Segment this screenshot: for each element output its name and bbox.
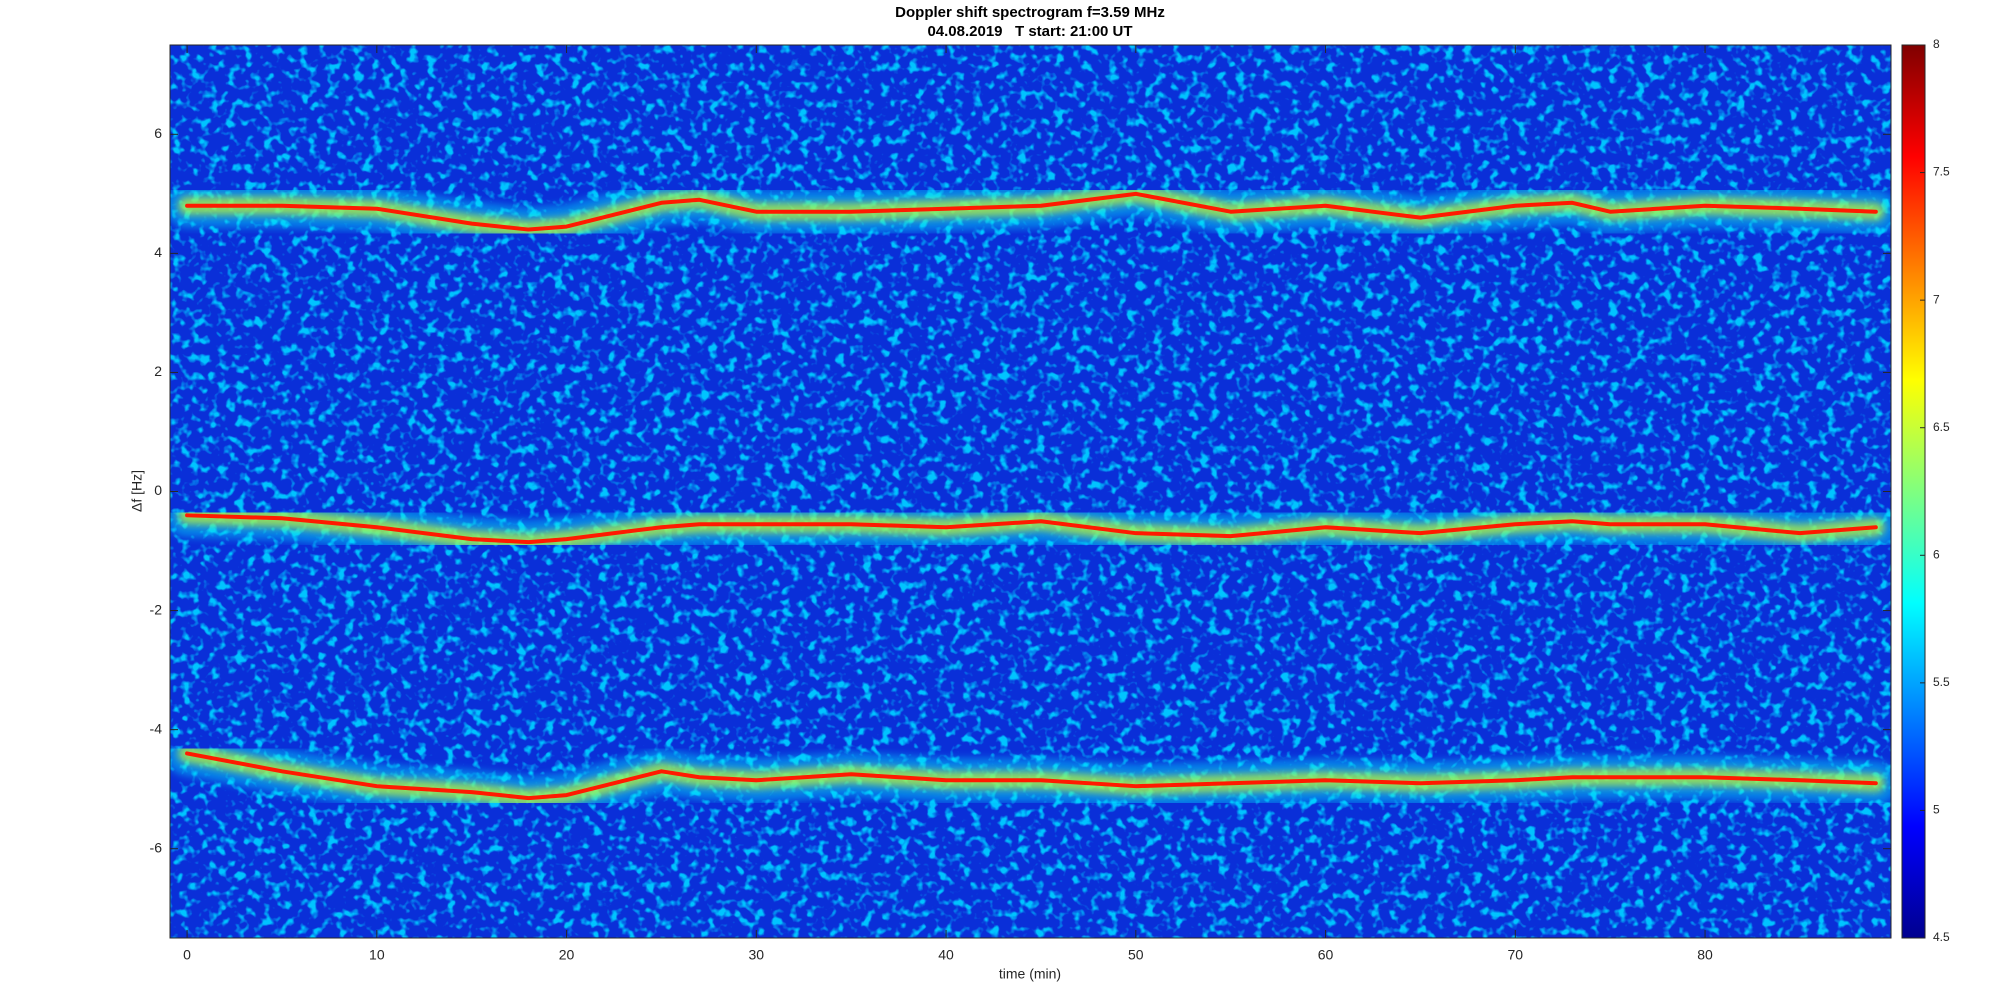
colorbar-tick-label: 4.5 (1933, 930, 1950, 944)
chart-title: Doppler shift spectrogram f=3.59 MHz (895, 4, 1165, 21)
colorbar-tick-label: 8 (1933, 37, 1940, 51)
colorbar-tick-label: 6 (1933, 547, 1940, 561)
x-tick-label: 40 (938, 947, 954, 963)
x-tick-label: 80 (1697, 947, 1713, 963)
colorbar-tick-label: 6.5 (1933, 420, 1950, 434)
x-tick-label: 30 (749, 947, 765, 963)
x-tick-label: 70 (1508, 947, 1524, 963)
ridge-line (185, 751, 1878, 801)
colorbar-tick-label: 5 (1933, 803, 1940, 817)
ridges (170, 171, 1891, 821)
y-tick-label: -6 (150, 839, 163, 855)
colorbar-tick-label: 5.5 (1933, 675, 1950, 689)
colorbar-tick-label: 7.5 (1933, 165, 1950, 179)
y-tick-label: 2 (154, 363, 162, 379)
colorbar-tick-label: 7 (1933, 292, 1940, 306)
x-tick-label: 20 (559, 947, 575, 963)
x-tick-label: 0 (183, 947, 191, 963)
y-tick-label: 0 (154, 482, 162, 498)
y-tick-label: -4 (150, 720, 163, 736)
colorbar (1901, 44, 1926, 939)
chart-subtitle: 04.08.2019 T start: 21:00 UT (927, 23, 1132, 40)
y-tick-label: 6 (154, 125, 162, 141)
x-tick-label: 60 (1318, 947, 1334, 963)
ridge-line (185, 513, 1878, 545)
x-axis-label: time (min) (999, 966, 1061, 982)
ridge-line (185, 191, 1878, 232)
y-tick-label: 4 (154, 244, 162, 260)
y-tick-label: -2 (150, 601, 163, 617)
y-axis-label: Δf [Hz] (129, 470, 145, 512)
x-tick-label: 50 (1128, 947, 1144, 963)
x-tick-label: 10 (369, 947, 385, 963)
